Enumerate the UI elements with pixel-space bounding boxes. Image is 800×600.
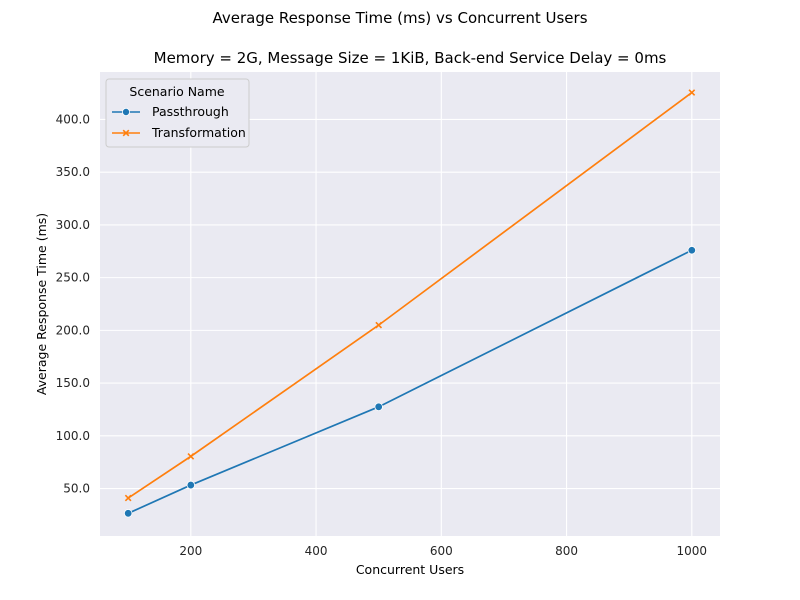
x-tick-label: 200 (179, 544, 202, 558)
chart-subtitle: Memory = 2G, Message Size = 1KiB, Back-e… (154, 49, 667, 67)
y-tick-label: 150.0 (56, 376, 90, 390)
y-tick-label: 400.0 (56, 112, 90, 126)
data-point-passthrough (186, 480, 196, 490)
legend-label-transformation: Transformation (151, 125, 246, 140)
legend-label-passthrough: Passthrough (152, 104, 229, 119)
x-axis-label: Concurrent Users (356, 562, 464, 577)
x-tick-label: 600 (430, 544, 453, 558)
y-tick-label: 250.0 (56, 271, 90, 285)
y-tick-label: 100.0 (56, 429, 90, 443)
legend-marker-passthrough (122, 108, 131, 117)
data-point-passthrough (374, 402, 383, 412)
legend-box (105, 78, 250, 148)
series-line-passthrough (127, 249, 693, 515)
series-layer (123, 89, 697, 518)
x-tick-label: 800 (555, 544, 578, 558)
chart-title: Average Response Time (ms) vs Concurrent… (212, 9, 587, 27)
data-point-transformation (124, 494, 132, 502)
x-tick-label: 1000 (677, 544, 708, 558)
y-tick-label: 350.0 (56, 165, 90, 179)
y-tick-label: 300.0 (56, 218, 90, 232)
legend-title: Scenario Name (129, 84, 225, 99)
data-point-passthrough (687, 246, 697, 255)
legend-marker-transformation (122, 129, 130, 137)
x-tick-label: 400 (305, 544, 328, 558)
y-tick-labels: 50.0 100.0 150.0 200.0 250.0 300.0 350.0 400.0 (56, 112, 90, 495)
x-tick-labels: 200 400 600 800 1000 (179, 544, 707, 558)
series-line-transformation (127, 91, 693, 499)
y-axis-label: Average Response Time (ms) (34, 213, 49, 395)
data-point-passthrough (123, 509, 133, 518)
gridlines (100, 72, 720, 536)
data-point-transformation (688, 89, 696, 96)
y-tick-label: 200.0 (56, 323, 90, 337)
data-point-transformation (187, 453, 195, 460)
y-tick-label: 50.0 (63, 482, 90, 496)
data-point-transformation (375, 321, 383, 329)
legend: Scenario Name Passthrough Transformation (105, 78, 250, 148)
